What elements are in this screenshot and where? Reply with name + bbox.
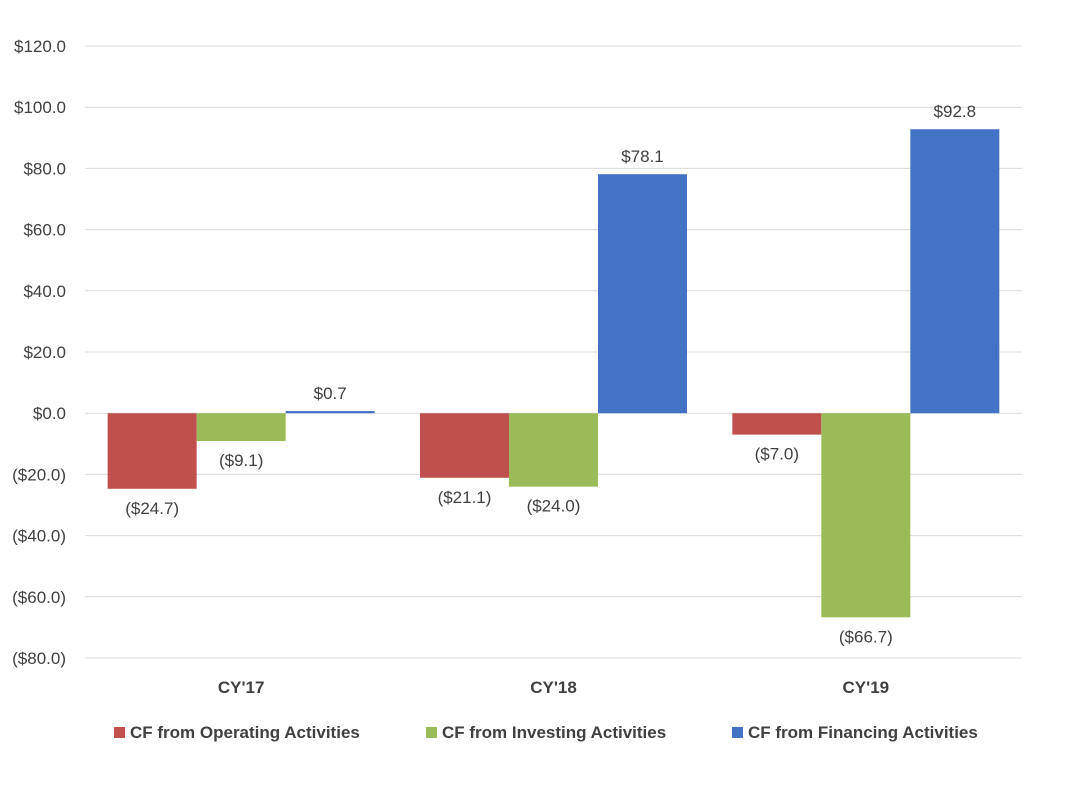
y-tick-label: ($40.0)	[12, 527, 66, 546]
bar	[285, 411, 375, 414]
bar	[910, 129, 1000, 414]
bar	[821, 413, 911, 618]
legend-swatch	[732, 727, 743, 738]
legend-swatch	[426, 727, 437, 738]
data-label: ($7.0)	[755, 445, 799, 464]
y-tick-label: $100.0	[14, 98, 66, 117]
y-tick-label: $60.0	[23, 221, 66, 240]
y-tick-label: ($80.0)	[12, 649, 66, 668]
legend-label: CF from Investing Activities	[442, 723, 666, 742]
bar	[107, 413, 197, 489]
y-tick-label: $40.0	[23, 282, 66, 301]
data-label: ($24.0)	[527, 497, 581, 516]
data-label: $92.8	[934, 102, 977, 121]
data-label: ($21.1)	[438, 488, 492, 507]
y-tick-label: $120.0	[14, 37, 66, 56]
x-category-label: CY'18	[530, 678, 577, 697]
y-tick-label: ($20.0)	[12, 465, 66, 484]
data-label: $0.7	[314, 384, 347, 403]
bar	[732, 413, 822, 435]
bar	[420, 413, 509, 478]
x-category-label: CY'17	[218, 678, 265, 697]
data-label: ($9.1)	[219, 451, 263, 470]
data-label: ($24.7)	[125, 499, 179, 518]
x-category-label: CY'19	[843, 678, 890, 697]
y-tick-label: ($60.0)	[12, 588, 66, 607]
y-tick-label: $0.0	[33, 404, 66, 423]
bar	[196, 413, 286, 442]
legend-label: CF from Financing Activities	[748, 723, 978, 742]
data-label: $78.1	[621, 147, 664, 166]
legend-label: CF from Operating Activities	[130, 723, 360, 742]
y-tick-label: $20.0	[23, 343, 66, 362]
bar	[598, 174, 687, 414]
legend-swatch	[114, 727, 125, 738]
y-tick-label: $80.0	[23, 159, 66, 178]
data-label: ($66.7)	[839, 627, 893, 646]
bar	[509, 413, 598, 487]
